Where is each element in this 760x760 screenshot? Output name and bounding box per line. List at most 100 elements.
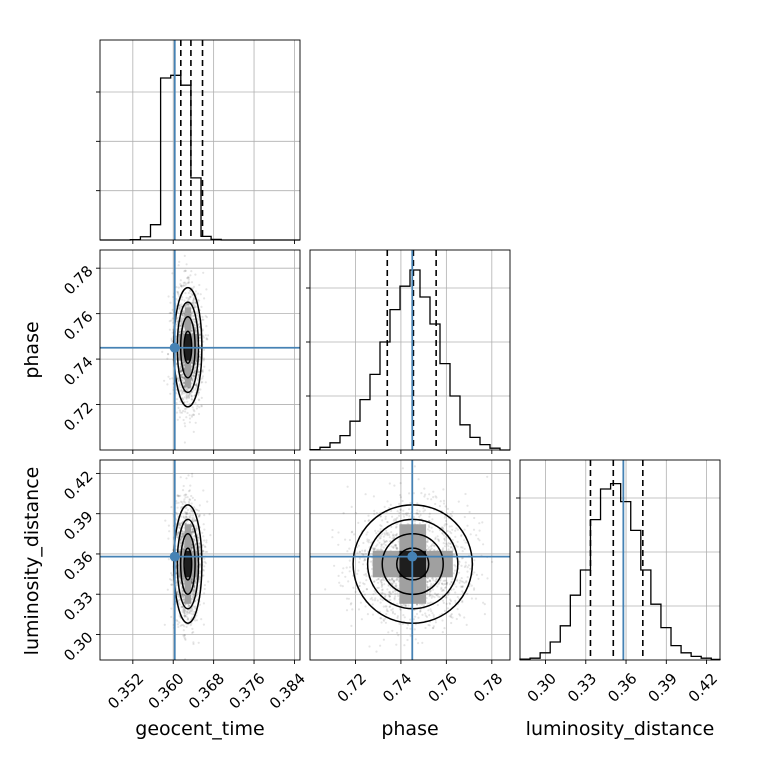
sample-point xyxy=(415,612,419,616)
sample-point xyxy=(395,517,398,521)
sample-point xyxy=(384,617,387,620)
sample-point xyxy=(461,550,464,553)
sample-point xyxy=(202,550,205,553)
sample-point xyxy=(373,580,376,583)
sample-point xyxy=(182,606,185,610)
sample-point xyxy=(405,512,408,515)
sample-point xyxy=(435,594,438,597)
sample-point xyxy=(428,614,431,617)
sample-point xyxy=(389,503,392,506)
sample-point xyxy=(190,530,193,534)
sample-point xyxy=(196,508,199,512)
sample-point xyxy=(193,326,197,329)
sample-point xyxy=(209,534,212,537)
sample-point xyxy=(190,394,193,397)
sample-point xyxy=(358,550,361,553)
sample-point xyxy=(458,571,461,574)
sample-point xyxy=(442,583,445,586)
sample-point xyxy=(383,592,386,596)
truth-marker xyxy=(407,551,418,562)
sample-point xyxy=(182,532,186,535)
sample-point xyxy=(204,562,207,565)
sample-point xyxy=(427,609,430,612)
sample-point xyxy=(186,276,189,279)
sample-point xyxy=(180,590,184,593)
sample-point xyxy=(195,525,198,528)
sample-point xyxy=(191,531,194,534)
sample-point xyxy=(189,387,192,390)
sample-point xyxy=(193,606,196,609)
sample-point xyxy=(463,565,466,569)
sample-point xyxy=(373,547,376,550)
sample-point xyxy=(190,546,194,549)
sample-point xyxy=(463,547,466,551)
sample-point xyxy=(427,623,430,627)
sample-point xyxy=(380,543,383,546)
sample-point xyxy=(436,603,439,607)
sample-point xyxy=(472,588,476,591)
sample-point xyxy=(188,604,191,607)
sample-point xyxy=(194,548,197,551)
sample-point xyxy=(359,601,362,604)
sample-point xyxy=(188,417,192,420)
sample-point xyxy=(183,579,186,583)
sample-point xyxy=(177,286,180,289)
sample-point xyxy=(443,524,446,527)
sample-point xyxy=(434,621,437,624)
density-cell xyxy=(191,550,198,578)
sample-point xyxy=(354,590,357,594)
sample-point xyxy=(169,392,172,395)
sample-point xyxy=(198,563,201,566)
sample-point xyxy=(348,566,352,569)
sample-point xyxy=(345,566,348,569)
sample-point xyxy=(187,281,190,284)
sample-point xyxy=(425,615,429,619)
sample-point xyxy=(361,549,364,552)
sample-point xyxy=(193,372,196,375)
sample-point xyxy=(205,539,208,542)
y-axis-label-phase: phase xyxy=(21,321,43,378)
sample-point xyxy=(183,547,186,550)
sample-point xyxy=(406,623,410,626)
density-blocks xyxy=(178,524,198,604)
sample-point xyxy=(182,330,185,333)
sample-point xyxy=(391,582,394,586)
sample-point xyxy=(392,590,395,593)
sample-point xyxy=(461,599,464,603)
sample-point xyxy=(191,301,194,304)
sample-point xyxy=(202,602,205,605)
sample-point xyxy=(176,592,180,595)
sample-point xyxy=(395,525,398,528)
hist-phase-frame xyxy=(309,249,511,451)
sample-point xyxy=(428,529,431,532)
sample-point xyxy=(180,624,183,627)
sample-point xyxy=(200,381,203,384)
sample-point xyxy=(171,308,174,311)
sample-point xyxy=(446,607,449,610)
sample-point xyxy=(402,515,406,518)
sample-point xyxy=(179,322,182,325)
sample-point xyxy=(178,621,181,624)
sample-point xyxy=(362,541,365,545)
sample-point xyxy=(417,616,420,619)
sample-point xyxy=(384,544,387,547)
sample-point xyxy=(373,512,376,516)
sample-point xyxy=(439,579,442,582)
sample-point xyxy=(444,586,447,590)
sample-point xyxy=(463,616,466,619)
sample-point xyxy=(187,386,190,390)
sample-point xyxy=(447,545,450,548)
sample-point xyxy=(192,298,196,301)
sample-point xyxy=(456,595,459,599)
sample-point xyxy=(181,605,184,608)
sample-point xyxy=(200,396,203,399)
sample-point xyxy=(363,559,366,562)
sample-point xyxy=(430,526,433,529)
sample-point xyxy=(177,293,180,296)
sample-point xyxy=(437,593,440,596)
sample-point xyxy=(459,579,462,582)
sample-point xyxy=(188,516,191,519)
sample-point xyxy=(184,511,187,514)
sample-point xyxy=(466,504,469,507)
sample-point xyxy=(189,514,192,517)
